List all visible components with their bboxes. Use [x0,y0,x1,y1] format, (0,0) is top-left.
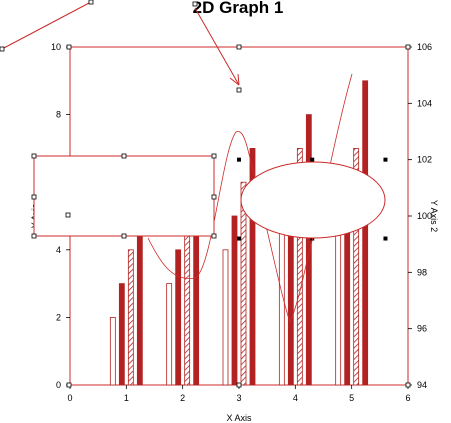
x-tick-label: 3 [236,393,241,403]
selection-handle[interactable] [192,1,198,7]
bar [296,147,303,386]
y2-tick-label: 106 [417,42,432,52]
arrow-head-icon [229,73,240,86]
annotation-layer[interactable] [0,0,411,388]
bar [240,181,247,386]
x-tick-label: 2 [180,393,185,403]
selection-handle[interactable] [121,233,127,239]
bar [353,147,360,386]
x-tick-label: 6 [405,393,410,403]
bar [109,316,116,386]
selection-handle[interactable] [66,382,72,388]
bar [249,147,256,386]
annotation-arrow[interactable] [194,7,240,86]
bar [231,215,238,386]
selection-handle[interactable] [31,194,37,200]
selection-handle[interactable] [0,46,5,52]
y2-tick-label: 100 [417,211,432,221]
bar [175,249,182,386]
selection-handle[interactable] [236,44,242,50]
selection-handle[interactable] [31,233,37,239]
annotation-line[interactable] [1,1,92,50]
data-marker [237,236,241,241]
y2-tick-label: 104 [417,98,432,108]
data-marker [237,157,241,162]
selection-handle[interactable] [88,0,94,5]
selection-handle[interactable] [65,212,71,218]
selection-handle[interactable] [211,194,217,200]
x-tick-label: 4 [293,393,298,403]
selection-handle[interactable] [211,233,217,239]
y2-tick-label: 94 [417,380,427,390]
bar-group [109,80,369,386]
selection-handle[interactable] [31,153,37,159]
bar [335,215,342,386]
annotation-text-box[interactable] [33,155,215,237]
y-tick-label: 2 [56,312,61,322]
selection-handle[interactable] [121,153,127,159]
bar [184,215,191,386]
y2-axis-label: Y Axis 2 [429,200,439,232]
bar [222,249,229,386]
bar [305,114,312,386]
bar [136,215,143,386]
y-tick-label: 4 [56,245,61,255]
selection-handle[interactable] [66,44,72,50]
data-marker [310,157,315,162]
selection-handle[interactable] [211,153,217,159]
annotation-ellipse[interactable] [240,161,386,239]
bar [362,80,369,386]
x-tick-label: 1 [124,393,129,403]
y-tick-label: 0 [56,380,61,390]
x-tick-label: 5 [349,393,354,403]
selection-handle[interactable] [405,382,411,388]
y-tick-label: 8 [56,110,61,120]
axes-group: 01234560246810949698100102104106 [51,42,432,403]
x-tick-label: 0 [67,393,72,403]
selection-handle[interactable] [236,382,242,388]
y2-tick-label: 96 [417,324,427,334]
bar [118,283,125,386]
bar [127,249,134,386]
y-tick-label: 10 [51,42,61,52]
data-marker [383,157,388,162]
y2-tick-label: 102 [417,155,432,165]
chart-title: 2D Graph 1 [193,0,284,17]
selection-handle[interactable] [405,44,411,50]
bar [166,283,173,386]
y2-tick-label: 98 [417,267,427,277]
data-marker [383,236,388,241]
x-axis-label: X Axis [226,413,252,423]
selection-handle[interactable] [236,87,242,93]
